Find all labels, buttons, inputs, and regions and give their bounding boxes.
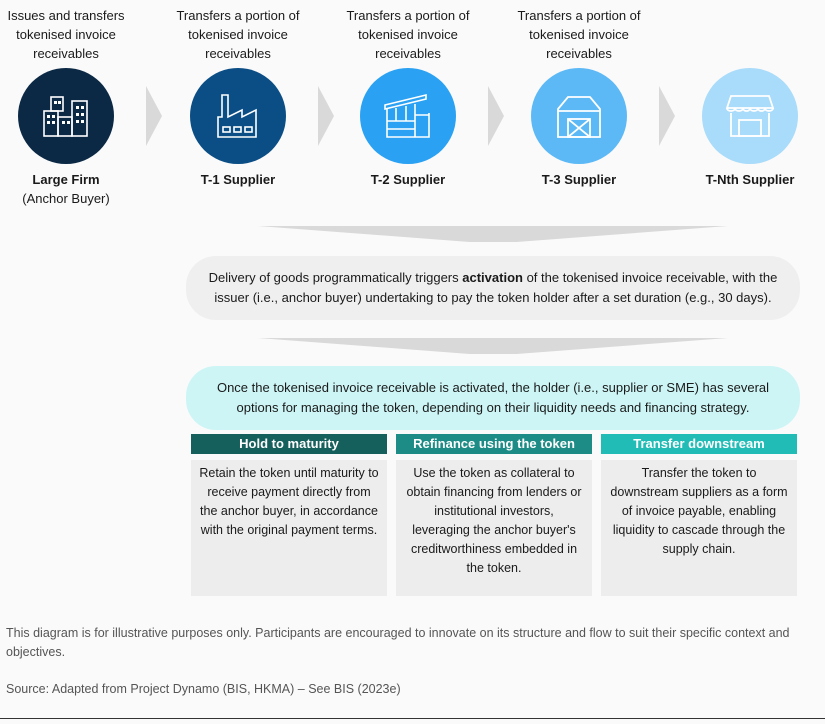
option-header: Refinance using the token bbox=[396, 434, 592, 454]
step-caption: Transfers a portion of tokenised invoice… bbox=[176, 8, 300, 61]
node-label: T-2 Supplier bbox=[370, 172, 446, 187]
node-label: T-3 Supplier bbox=[541, 172, 617, 187]
option-header: Hold to maturity bbox=[191, 434, 387, 454]
option-description: Retain the token until maturity to recei… bbox=[191, 460, 387, 596]
funnel-arrow-2 bbox=[258, 338, 728, 354]
step-caption: Transfers a portion of tokenised invoice… bbox=[346, 8, 470, 61]
activation-box: Delivery of goods programmatically trigg… bbox=[186, 256, 800, 320]
barn-icon bbox=[554, 91, 604, 142]
node-2-circle bbox=[360, 68, 456, 164]
shop-icon bbox=[725, 92, 775, 141]
node-label: T-1 Supplier bbox=[200, 172, 276, 187]
option-header: Transfer downstream bbox=[601, 434, 797, 454]
node-3-circle bbox=[531, 68, 627, 164]
source-note: Source: Adapted from Project Dynamo (BIS… bbox=[6, 682, 401, 696]
step-caption: Transfers a portion of tokenised invoice… bbox=[517, 8, 641, 61]
step-caption: Issues and transfers tokenised invoice r… bbox=[7, 8, 125, 61]
chevron-right-icon bbox=[488, 86, 504, 146]
node-label: T-Nth Supplier bbox=[705, 172, 795, 187]
option-description: Transfer the token to downstream supplie… bbox=[601, 460, 797, 596]
funnel-arrow-1 bbox=[258, 226, 728, 242]
options-intro-box: Once the tokenised invoice receivable is… bbox=[186, 366, 800, 430]
node-label: Large Firm (Anchor Buyer) bbox=[22, 172, 110, 206]
node-0-circle bbox=[18, 68, 114, 164]
node-1-circle bbox=[190, 68, 286, 164]
office-buildings-icon bbox=[42, 93, 90, 140]
disclaimer-note: This diagram is for illustrative purpose… bbox=[6, 626, 790, 659]
divider bbox=[0, 718, 825, 719]
activation-keyword: activation bbox=[462, 270, 523, 285]
warehouse-icon bbox=[382, 91, 434, 142]
node-4-circle bbox=[702, 68, 798, 164]
chevron-right-icon bbox=[318, 86, 334, 146]
chevron-right-icon bbox=[659, 86, 675, 146]
chevron-right-icon bbox=[146, 86, 162, 146]
option-description: Use the token as collateral to obtain fi… bbox=[396, 460, 592, 596]
factory-icon bbox=[214, 91, 262, 142]
